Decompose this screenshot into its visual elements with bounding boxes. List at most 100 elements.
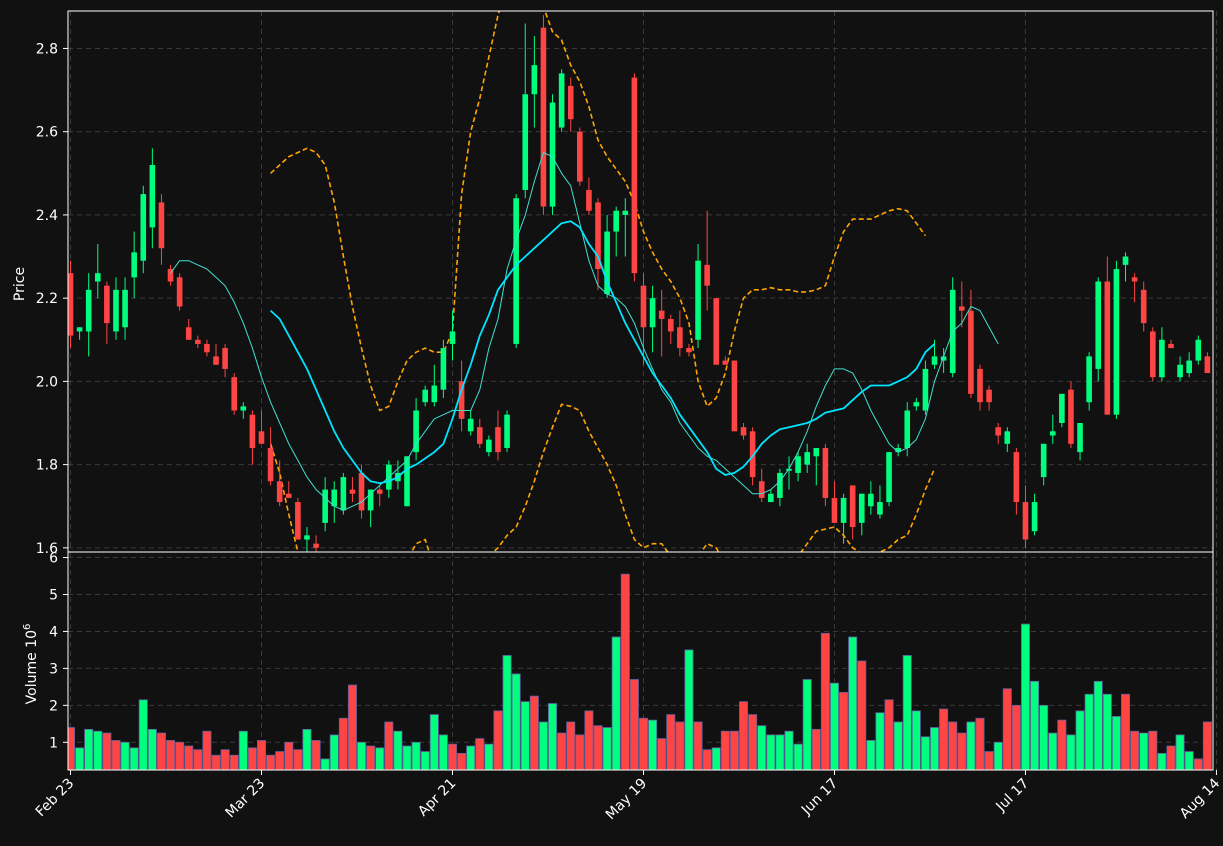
volume-bar: [584, 710, 594, 770]
candle: [295, 497, 301, 540]
candle: [76, 327, 83, 340]
candle: [595, 198, 601, 290]
volume-bar: [1148, 730, 1158, 770]
candle-body: [904, 410, 911, 448]
candle: [140, 185, 147, 274]
volume-bar: [775, 734, 785, 770]
candle: [540, 15, 547, 215]
candle: [886, 452, 892, 507]
volume-bar: [175, 741, 185, 770]
candle: [222, 343, 228, 378]
volume-bar: [857, 660, 867, 770]
volume-bar: [629, 679, 639, 770]
candle: [204, 339, 210, 357]
volume-bar: [1111, 716, 1121, 770]
candle-body: [1049, 431, 1056, 436]
volume-bar: [948, 721, 958, 770]
candle-body: [995, 427, 1001, 436]
candle: [840, 493, 847, 544]
volume-bar: [211, 754, 221, 770]
volume-bar: [666, 714, 676, 770]
volume-bar: [156, 732, 166, 770]
volume-bar: [702, 749, 712, 770]
volume-axis-label: Volume 106: [22, 624, 40, 705]
candle-body: [1122, 256, 1129, 265]
candle: [1122, 252, 1129, 282]
candle-body: [331, 489, 338, 507]
volume-bar: [1202, 721, 1212, 770]
candle-body: [531, 65, 538, 95]
candle: [104, 281, 110, 344]
candle-body: [431, 385, 438, 403]
price-tick-label: 2.4: [36, 208, 58, 224]
candle-body: [422, 389, 429, 403]
candle-body: [640, 285, 647, 328]
candle: [85, 273, 92, 357]
volume-bar: [884, 699, 894, 770]
volume-tick-label: 4: [49, 624, 58, 640]
volume-bar: [520, 701, 530, 770]
volume-bar: [120, 741, 130, 770]
volume-bars: [68, 573, 1212, 770]
candle-body: [877, 502, 883, 515]
volume-bar: [984, 751, 994, 770]
price-tick-label: 2.2: [36, 291, 58, 307]
volume-bar: [829, 682, 839, 770]
candle-body: [786, 468, 792, 471]
candle-body: [1150, 331, 1156, 378]
volume-bar: [593, 725, 603, 770]
candle-body: [758, 481, 765, 498]
volume-bar: [1075, 710, 1085, 770]
candle-body: [567, 85, 574, 120]
volume-bar: [538, 721, 548, 770]
volume-bar: [466, 745, 476, 770]
candle-body: [376, 489, 383, 494]
candle-body: [586, 189, 592, 211]
candle-body: [658, 310, 665, 319]
candle-body: [858, 493, 865, 523]
volume-bar: [329, 734, 339, 770]
volume-bar: [284, 741, 294, 770]
candle: [113, 277, 119, 340]
volume-bar: [739, 701, 749, 770]
candle-body: [131, 252, 137, 278]
candle: [231, 373, 238, 415]
volume-bar: [839, 692, 849, 770]
candle-body: [94, 273, 101, 282]
volume-bar: [1002, 688, 1012, 770]
volume-bar: [802, 679, 812, 770]
candle: [558, 69, 565, 132]
candle-body: [1186, 360, 1192, 374]
candle: [522, 23, 529, 199]
volume-bar: [638, 717, 648, 770]
volume-bar: [1030, 680, 1040, 770]
candle-body: [959, 306, 965, 311]
volume-frame: [67, 551, 1214, 771]
price-tick-label: 2.0: [36, 374, 58, 390]
candle-body: [813, 447, 820, 457]
volume-bar: [493, 710, 503, 770]
candle: [476, 418, 483, 448]
candle: [795, 452, 801, 482]
upper-band-line: [270, 11, 927, 412]
candle-body: [1095, 281, 1102, 369]
volume-bar: [1102, 693, 1112, 770]
volume-bar: [675, 721, 685, 770]
volume-bar: [893, 721, 903, 770]
candle-body: [777, 472, 783, 498]
volume-bar: [393, 730, 403, 770]
candle: [1186, 352, 1192, 378]
candle-body: [204, 343, 210, 353]
candle-body: [713, 298, 720, 365]
candle-body: [322, 489, 328, 523]
candle: [959, 281, 965, 328]
volume-bar: [457, 752, 467, 770]
candle: [686, 343, 692, 357]
candle: [1104, 256, 1111, 415]
candle: [158, 194, 165, 265]
candle-body: [295, 502, 301, 540]
candle-body: [1204, 356, 1211, 374]
candle-body: [1059, 393, 1065, 423]
candle: [504, 410, 510, 453]
